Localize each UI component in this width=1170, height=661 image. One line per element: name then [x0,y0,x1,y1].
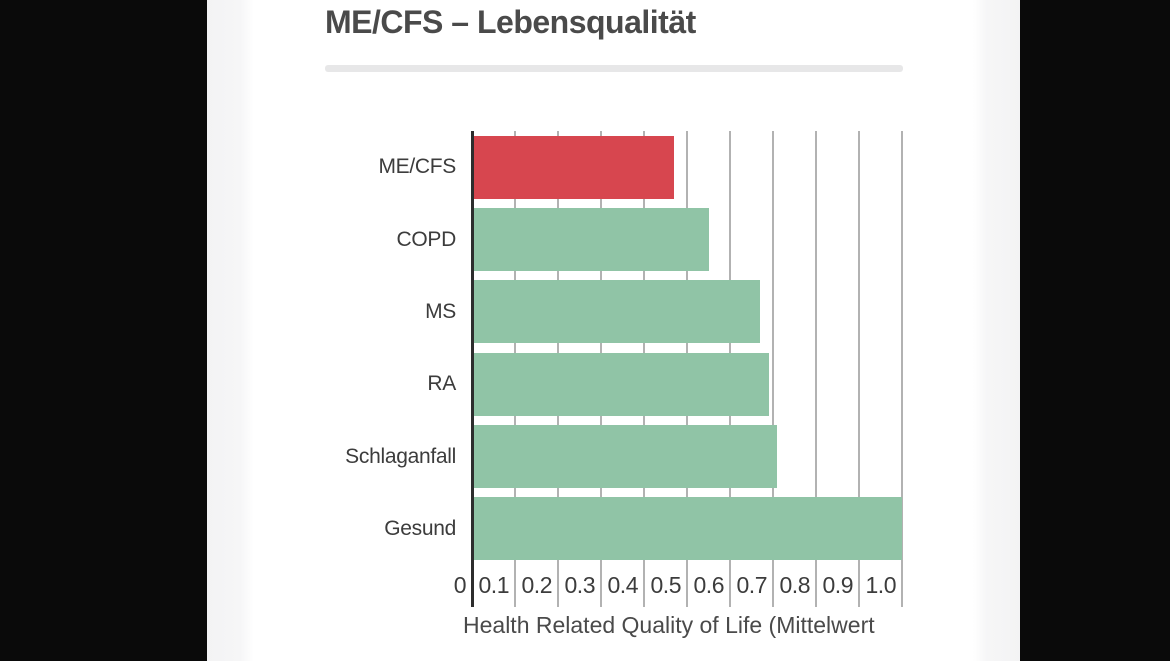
bar-schlaganfall [474,425,778,488]
x-tick-label: 0.5 [650,572,682,598]
gridline [858,131,860,607]
bar-copd [474,208,709,271]
category-label: RA [427,372,456,396]
category-label: Schlaganfall [345,444,456,468]
gridline [772,131,774,607]
y-axis-line [470,131,474,607]
bar-me-cfs [474,135,675,199]
x-axis-title: Health Related Quality of Life (Mittelwe… [463,612,875,638]
x-tick-label: 0 [453,572,467,598]
page-edge-shadow-left [207,0,254,661]
x-tick-label: 0.9 [822,572,854,598]
category-label: Gesund [384,516,456,540]
bar-ra [474,352,769,416]
category-label: ME/CFS [378,155,456,179]
gridline [901,131,903,607]
bar-ms [474,280,761,344]
x-tick-label: 0.3 [564,572,596,598]
chart-title: ME/CFS – Lebensqualität [325,4,696,40]
category-label: COPD [396,227,457,251]
x-tick-label: 1.0 [865,572,897,598]
page-card: ME/CFS – Lebensqualität 0 0.1 0.2 0.3 0.4 0.5… [207,0,1020,661]
plot-area: 0 0.1 0.2 0.3 0.4 0.5 0.6 0.7 0.8 0.9 1.0 ME/CFS COP… [345,131,903,607]
x-tick-label: 0.8 [779,572,811,598]
category-label: MS [425,299,456,323]
title-divider [325,65,903,72]
bar-gesund [474,497,902,561]
gridline [815,131,817,607]
page-edge-shadow-right [973,0,1020,661]
x-tick-label: 0.2 [521,572,553,598]
x-tick-label: 0.7 [736,572,768,598]
x-tick-label: 0.1 [478,572,510,598]
x-tick-label: 0.4 [607,572,639,598]
x-tick-label: 0.6 [693,572,725,598]
